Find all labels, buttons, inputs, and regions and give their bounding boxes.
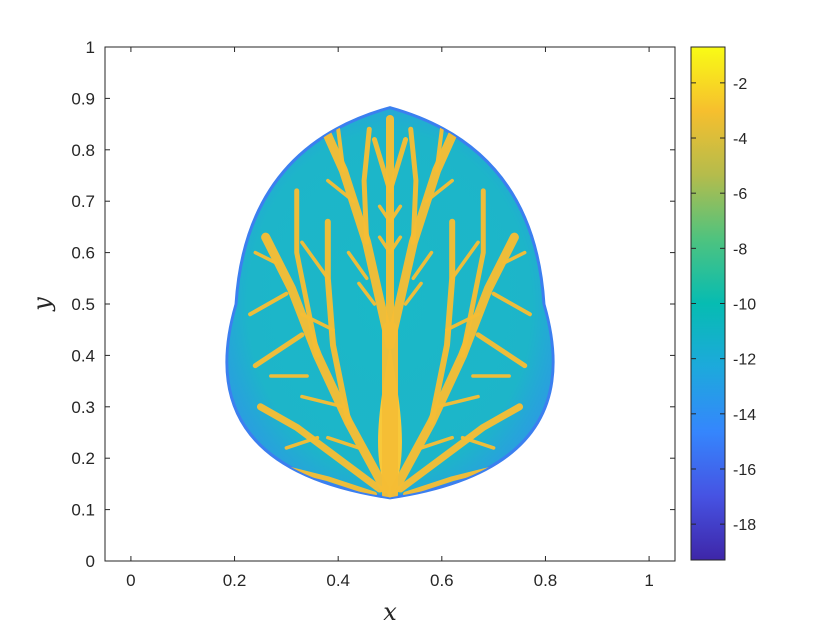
- y-axis: 0 0.1 0.2 0.3 0.4 0.5 0.6 0.7 0.8 0.9 1: [71, 38, 675, 571]
- dendrite-twig: [388, 235, 403, 255]
- colorbar-tick-label: -4: [733, 131, 747, 148]
- dendrite-twig: [388, 204, 403, 224]
- colorbar-bar: [690, 46, 726, 561]
- dendrite-branch: [428, 218, 456, 426]
- colorbar-tick-label: -16: [733, 462, 756, 479]
- x-tick-label: 0.2: [223, 571, 247, 590]
- colorbar-ticks: -2 -4 -6 -8 -10 -12 -14 -16 -18: [691, 76, 756, 534]
- x-tick-label: 0: [126, 571, 135, 590]
- dendrite-branch: [294, 188, 320, 358]
- y-tick-label: 0.9: [71, 89, 95, 108]
- dendrite-twig: [377, 204, 392, 224]
- dendrite-branch: [324, 218, 352, 426]
- dendrite-twig: [445, 312, 480, 332]
- y-tick-label: 0.8: [71, 141, 95, 160]
- colorbar: -2 -4 -6 -8 -10 -12 -14 -16 -18: [690, 46, 756, 561]
- dendrite-twig: [460, 435, 496, 450]
- dendrite-branch: [318, 119, 395, 350]
- colorbar-tick-label: -18: [733, 517, 756, 534]
- dendrite-twig: [326, 178, 356, 203]
- dendrite-twig: [403, 281, 423, 306]
- dendrite-twig: [300, 312, 335, 332]
- colorbar-tick-label: -8: [733, 241, 747, 258]
- x-tick-label: 0.4: [326, 571, 350, 590]
- dendrite-branch: [475, 332, 528, 369]
- dendrite-twig: [424, 178, 454, 203]
- y-tick-label: 0.3: [71, 398, 95, 417]
- dendrite-branch: [387, 137, 409, 194]
- dendrite-twig: [253, 250, 278, 265]
- dendrite-twig: [357, 281, 377, 306]
- dendrite-branch: [256, 403, 384, 493]
- dendrite-twig: [502, 250, 527, 265]
- dendrite-branch: [396, 403, 524, 493]
- y-tick-label: 0.1: [71, 501, 95, 520]
- y-tick-label: 0: [86, 552, 95, 571]
- dendrite-branch: [460, 188, 486, 358]
- dendrite-twig: [300, 394, 346, 409]
- dendrite-twig: [377, 235, 392, 255]
- dendrite-twig: [450, 240, 480, 281]
- y-tick-label: 0.6: [71, 244, 95, 263]
- x-tick-label: 0.6: [430, 571, 454, 590]
- dendrite-branch: [408, 126, 419, 245]
- dendrite-branch: [252, 332, 305, 369]
- dendrite-branch: [385, 119, 462, 350]
- x-axis: 0 0.2 0.4 0.6 0.8 1: [126, 47, 654, 590]
- colorbar-tick-label: -12: [733, 352, 756, 369]
- dendrite-branch: [336, 127, 346, 173]
- colorbar-tick-label: -6: [733, 186, 747, 203]
- y-tick-label: 0.2: [71, 449, 95, 468]
- x-tick-label: 1: [644, 571, 653, 590]
- dendrite-branch: [434, 127, 444, 173]
- dendrite-branch: [248, 291, 289, 317]
- colorbar-tick-label: -2: [733, 76, 747, 93]
- x-axis-label: x: [383, 598, 397, 626]
- y-tick-label: 1: [86, 38, 95, 57]
- y-tick-label: 0.4: [71, 346, 95, 365]
- dendrite-pattern: [248, 114, 532, 498]
- dendrite-branch: [361, 126, 372, 245]
- dendrite-twig: [326, 435, 361, 450]
- colorbar-tick-label: -10: [733, 297, 756, 314]
- dendrite-twig: [434, 394, 480, 409]
- y-tick-label: 0.7: [71, 192, 95, 211]
- dendrite-twig: [300, 240, 330, 281]
- dendrite-twig: [346, 250, 369, 281]
- dendrite-twig: [284, 435, 320, 450]
- dendrite-twig: [419, 435, 454, 450]
- dendrite-branch: [491, 291, 532, 317]
- y-axis-label: y: [28, 297, 56, 312]
- heatmap-field: [225, 106, 555, 500]
- x-tick-label: 0.8: [534, 571, 558, 590]
- dendrite-twig: [411, 250, 434, 281]
- colorbar-tick-label: -14: [733, 407, 756, 424]
- dendrite-branch: [371, 137, 393, 194]
- y-tick-label: 0.5: [71, 295, 95, 314]
